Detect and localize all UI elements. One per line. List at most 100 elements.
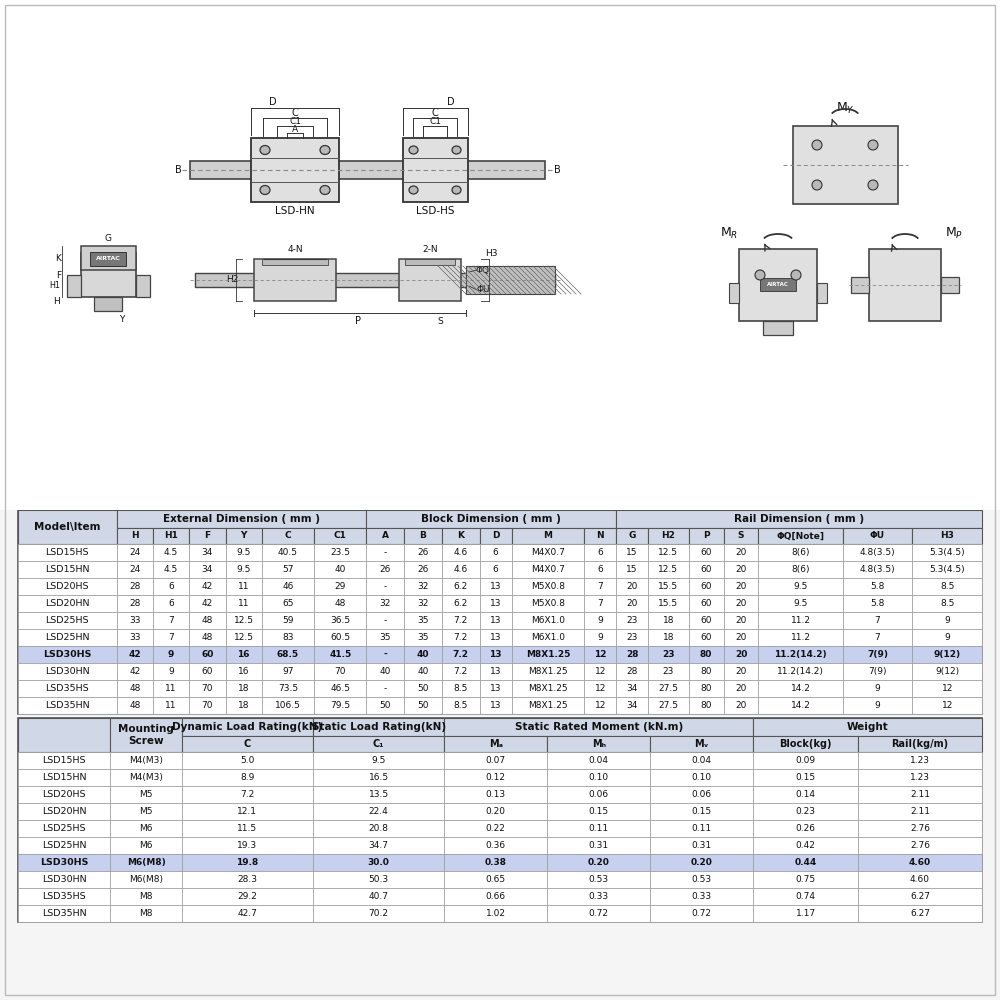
- Text: 12: 12: [594, 684, 606, 693]
- Text: 9: 9: [597, 633, 603, 642]
- Text: H: H: [53, 298, 60, 306]
- Text: M$_Y$: M$_Y$: [836, 100, 854, 116]
- Bar: [858, 736, 982, 752]
- Text: F: F: [204, 532, 211, 540]
- Bar: [843, 595, 912, 612]
- Text: 59: 59: [282, 616, 294, 625]
- Text: 34: 34: [202, 565, 213, 574]
- Text: LSD35HN: LSD35HN: [45, 701, 90, 710]
- Text: 97: 97: [282, 667, 294, 676]
- Text: 18: 18: [663, 616, 674, 625]
- Text: 50: 50: [417, 701, 429, 710]
- Text: 60: 60: [700, 565, 712, 574]
- Text: 0.20: 0.20: [486, 807, 506, 816]
- Text: H3: H3: [485, 249, 497, 258]
- Text: 40: 40: [417, 667, 429, 676]
- Text: M6(M8): M6(M8): [127, 858, 165, 867]
- Bar: [18, 752, 110, 769]
- Bar: [399, 259, 461, 301]
- Bar: [843, 612, 912, 629]
- Bar: [18, 595, 117, 612]
- Bar: [404, 612, 442, 629]
- Text: 1.02: 1.02: [486, 909, 506, 918]
- Text: 7.2: 7.2: [453, 650, 469, 659]
- Bar: [648, 595, 689, 612]
- Bar: [753, 871, 858, 888]
- Text: 13: 13: [490, 582, 501, 591]
- Text: 42: 42: [129, 650, 141, 659]
- Bar: [189, 578, 226, 595]
- Bar: [584, 544, 616, 561]
- Bar: [758, 663, 843, 680]
- Bar: [584, 561, 616, 578]
- Text: 9: 9: [168, 650, 174, 659]
- Text: 18: 18: [663, 633, 674, 642]
- Bar: [189, 561, 226, 578]
- Bar: [366, 612, 404, 629]
- Bar: [858, 888, 982, 905]
- Bar: [547, 752, 650, 769]
- Text: 50.3: 50.3: [369, 875, 389, 884]
- Text: 4.6: 4.6: [454, 548, 468, 557]
- Text: 7.2: 7.2: [240, 790, 255, 799]
- Bar: [313, 736, 444, 752]
- Bar: [153, 544, 189, 561]
- Bar: [314, 578, 366, 595]
- Text: 40: 40: [335, 565, 346, 574]
- Bar: [650, 786, 753, 803]
- Bar: [547, 736, 650, 752]
- Text: LSD25HN: LSD25HN: [42, 841, 86, 850]
- Text: Model\Item: Model\Item: [34, 522, 101, 532]
- Text: 106.5: 106.5: [275, 701, 301, 710]
- Bar: [444, 871, 547, 888]
- Text: 27.5: 27.5: [658, 684, 678, 693]
- Text: 7: 7: [597, 599, 603, 608]
- Text: 0.75: 0.75: [796, 875, 816, 884]
- Text: 11: 11: [165, 701, 177, 710]
- Text: LSD30HS: LSD30HS: [40, 858, 88, 867]
- Bar: [404, 561, 442, 578]
- Bar: [616, 697, 648, 714]
- Text: 50: 50: [380, 701, 391, 710]
- Text: M4X0.7: M4X0.7: [531, 548, 565, 557]
- Text: 12: 12: [594, 650, 606, 659]
- Text: 70: 70: [202, 701, 213, 710]
- Bar: [110, 888, 182, 905]
- Bar: [724, 680, 758, 697]
- Circle shape: [755, 270, 765, 280]
- Text: 0.20: 0.20: [691, 858, 713, 867]
- Text: LSD35HS: LSD35HS: [42, 892, 86, 901]
- Text: 15: 15: [626, 565, 638, 574]
- Bar: [689, 544, 724, 561]
- Bar: [153, 612, 189, 629]
- Text: M6: M6: [139, 841, 153, 850]
- Text: 7: 7: [168, 633, 174, 642]
- Text: 42: 42: [129, 667, 140, 676]
- Bar: [18, 629, 117, 646]
- Bar: [648, 629, 689, 646]
- Text: 8.5: 8.5: [940, 599, 954, 608]
- Text: M5X0.8: M5X0.8: [531, 599, 565, 608]
- Text: 24: 24: [129, 565, 140, 574]
- Bar: [650, 888, 753, 905]
- Text: LSD-HS: LSD-HS: [416, 206, 454, 216]
- Text: 0.23: 0.23: [796, 807, 816, 816]
- Text: 4.8(3.5): 4.8(3.5): [860, 565, 895, 574]
- Bar: [182, 905, 313, 922]
- Text: 13.5: 13.5: [369, 790, 389, 799]
- Bar: [689, 528, 724, 544]
- Bar: [648, 561, 689, 578]
- Bar: [226, 528, 262, 544]
- Bar: [366, 680, 404, 697]
- Text: M$_P$: M$_P$: [945, 225, 963, 241]
- Text: 20: 20: [626, 599, 638, 608]
- Bar: [912, 528, 982, 544]
- Bar: [442, 612, 480, 629]
- Bar: [584, 697, 616, 714]
- Bar: [616, 578, 648, 595]
- Text: 2.76: 2.76: [910, 841, 930, 850]
- Bar: [480, 595, 512, 612]
- Text: 20.8: 20.8: [369, 824, 389, 833]
- Text: 20: 20: [735, 667, 747, 676]
- Bar: [912, 629, 982, 646]
